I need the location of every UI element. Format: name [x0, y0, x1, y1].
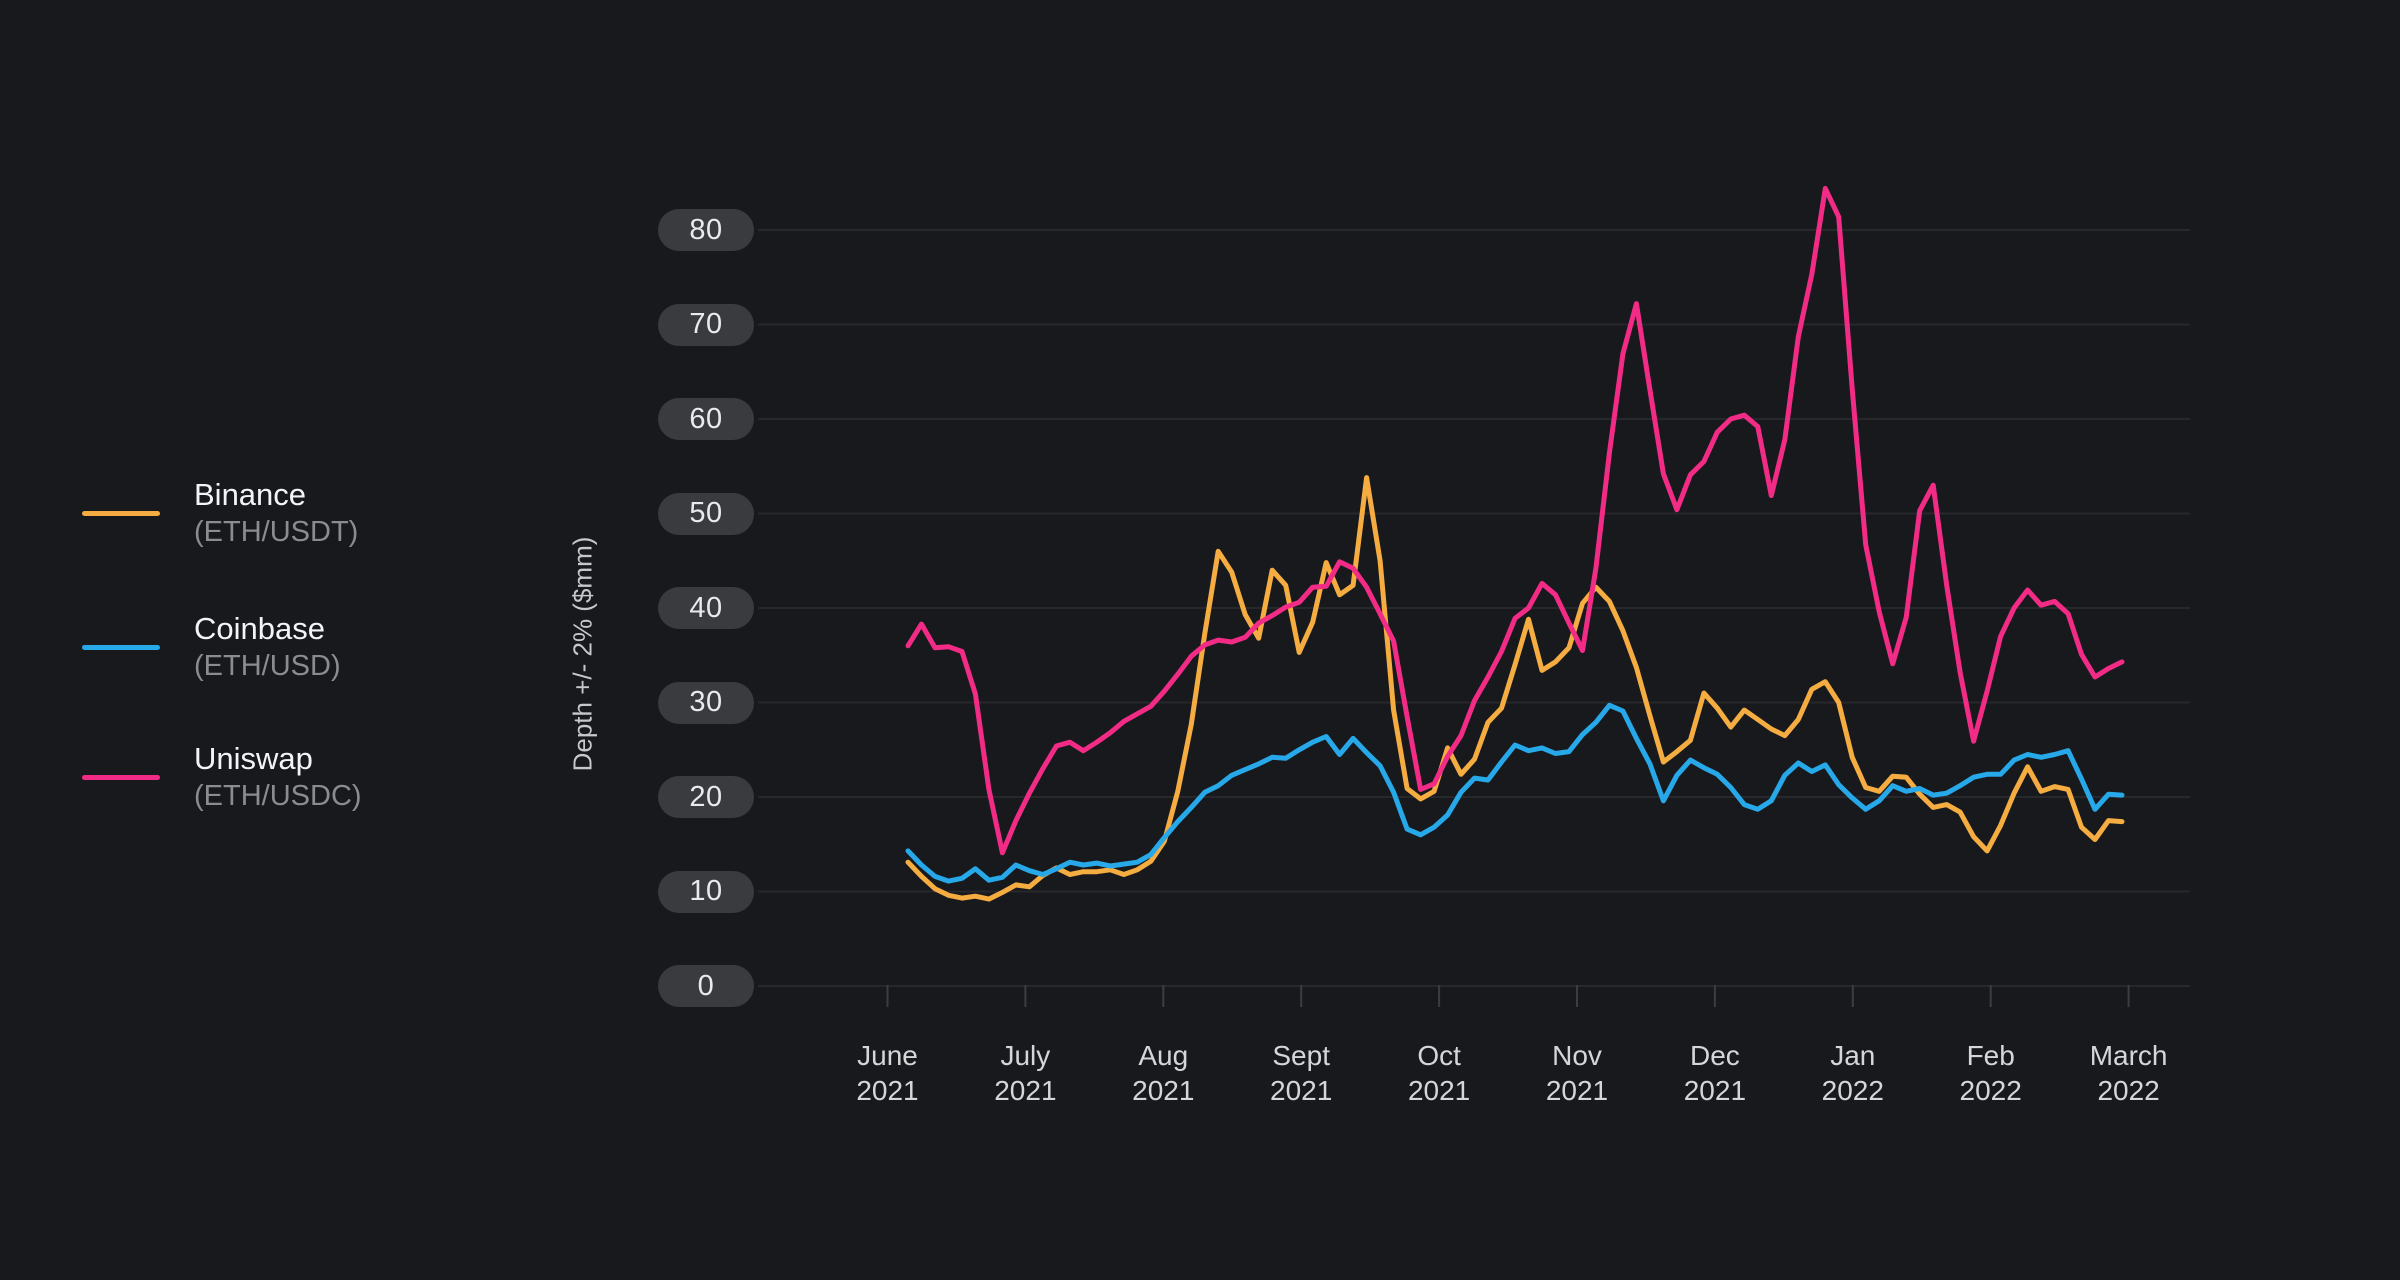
x-axis-label-feb: Feb 2022	[1959, 1040, 2022, 1106]
legend-sublabel: (ETH/USDC)	[194, 779, 362, 812]
y-tick-pill-30: 30	[658, 681, 754, 724]
x-axis-label-march: March 2022	[2089, 1040, 2168, 1106]
y-tick-pill-70: 70	[658, 303, 754, 346]
x-axis-label-oct: Oct 2021	[1407, 1040, 1471, 1106]
y-tick-pill-10: 10	[658, 870, 754, 913]
legend-item-uniswap[interactable]: Uniswap (ETH/USDC)	[82, 731, 362, 823]
legend-sublabel: (ETH/USD)	[194, 649, 341, 682]
y-tick-pill-60: 60	[658, 398, 754, 440]
series-line-coinbase	[905, 702, 2125, 884]
uniswap-line-swatch-icon	[82, 774, 160, 780]
x-axis-label-nov: Nov 2021	[1545, 1040, 1609, 1106]
x-axis-label-dec: Dec 2021	[1683, 1040, 1747, 1106]
legend-item-coinbase[interactable]: Coinbase (ETH/USD)	[82, 601, 341, 693]
y-axis-title: Depth +/- 2% ($mm)	[567, 536, 598, 772]
legend-sublabel: (ETH/USDT)	[194, 515, 359, 548]
binance-line-swatch-icon	[82, 510, 160, 516]
y-tick-pill-40: 40	[658, 587, 754, 629]
legend-label: Binance	[194, 476, 307, 512]
series-line-binance	[905, 475, 2125, 902]
x-axis-label-jan: Jan 2022	[1821, 1040, 1884, 1106]
series-line-uniswap	[905, 185, 2125, 856]
series-lines	[905, 185, 2125, 902]
x-axis-label-aug: Aug 2021	[1132, 1040, 1195, 1106]
legend-label: Coinbase	[194, 610, 325, 646]
x-axis-ticks	[886, 985, 2130, 1007]
y-tick-pill-20: 20	[658, 776, 754, 818]
x-axis-label-sept: Sept 2021	[1270, 1040, 1333, 1106]
y-tick-pill-50: 50	[658, 492, 754, 535]
x-axis-label-june: June 2021	[856, 1040, 919, 1106]
y-tick-pill-0: 0	[658, 965, 754, 1007]
x-axis-label-july: July 2021	[994, 1040, 1057, 1106]
y-tick-pill-80: 80	[658, 209, 754, 251]
coinbase-line-swatch-icon	[82, 644, 160, 650]
legend-label: Uniswap	[194, 740, 313, 776]
legend-item-binance[interactable]: Binance (ETH/USDT)	[82, 467, 358, 559]
